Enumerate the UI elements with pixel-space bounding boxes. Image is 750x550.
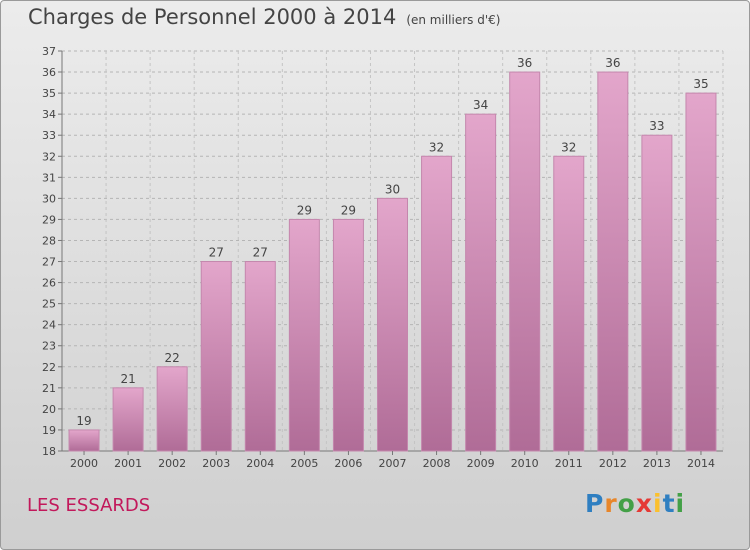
y-tick-label: 36 [42, 66, 56, 79]
chart-title: Charges de Personnel 2000 à 2014 (en mill… [28, 5, 500, 29]
x-tick-label: 2005 [290, 457, 318, 470]
data-label: 29 [297, 203, 312, 217]
title-text: Charges de Personnel 2000 à 2014 [28, 5, 397, 29]
bar [641, 134, 673, 452]
bar [112, 387, 144, 452]
y-tick-label: 37 [42, 45, 56, 58]
data-label: 30 [385, 182, 400, 196]
y-tick-label: 18 [42, 445, 56, 458]
y-tick-label: 26 [42, 277, 56, 290]
data-label: 19 [76, 414, 91, 428]
y-tick-label: 22 [42, 361, 56, 374]
y-tick-label: 32 [42, 150, 56, 163]
y-tick-label: 25 [42, 298, 56, 311]
data-label: 32 [429, 140, 444, 154]
y-tick-label: 31 [42, 171, 56, 184]
data-label: 21 [120, 372, 135, 386]
x-tick-label: 2000 [70, 457, 98, 470]
place-name: LES ESSARDS [27, 495, 151, 516]
data-label: 36 [517, 56, 532, 70]
y-tick-label: 20 [42, 403, 56, 416]
y-tick-label: 33 [42, 129, 56, 142]
x-tick-label: 2010 [511, 457, 539, 470]
data-label: 35 [693, 77, 708, 91]
proxiti-logo[interactable]: Proxiti [585, 489, 686, 518]
x-tick-label: 2009 [467, 457, 495, 470]
data-label: 33 [649, 119, 664, 133]
y-tick-label: 35 [42, 87, 56, 100]
x-tick-label: 2012 [599, 457, 627, 470]
x-tick-label: 2002 [158, 457, 186, 470]
x-tick-label: 2007 [379, 457, 407, 470]
bar [685, 92, 717, 452]
data-label: 27 [209, 246, 224, 260]
bar [509, 71, 541, 452]
bar [377, 197, 408, 452]
bar [597, 71, 629, 452]
y-tick-label: 21 [42, 382, 56, 395]
y-tick-label: 24 [42, 319, 56, 332]
x-tick-label: 2004 [246, 457, 274, 470]
y-tick-label: 34 [42, 108, 56, 121]
x-tick-label: 2003 [202, 457, 230, 470]
x-tick-label: 2014 [687, 457, 715, 470]
y-tick-label: 23 [42, 340, 56, 353]
bar [332, 218, 364, 452]
bar [288, 218, 320, 452]
data-label: 27 [253, 246, 268, 260]
bar [68, 429, 100, 452]
bar [553, 155, 585, 452]
y-tick-label: 28 [42, 234, 56, 247]
data-label: 32 [561, 140, 576, 154]
x-tick-label: 2001 [114, 457, 142, 470]
data-label: 22 [165, 351, 180, 365]
bar [465, 113, 497, 452]
x-tick-label: 2006 [334, 457, 362, 470]
chart-subtitle: (en milliers d'€) [406, 13, 501, 27]
x-tick-label: 2013 [643, 457, 671, 470]
bar [244, 261, 276, 452]
x-tick-label: 2011 [555, 457, 583, 470]
bar [421, 155, 453, 452]
x-tick-label: 2008 [423, 457, 451, 470]
y-tick-label: 19 [42, 424, 56, 437]
y-tick-label: 29 [42, 213, 56, 226]
data-label: 34 [473, 98, 488, 112]
data-label: 29 [341, 203, 356, 217]
data-label: 36 [605, 56, 620, 70]
bar [156, 366, 188, 452]
y-tick-label: 30 [42, 192, 56, 205]
bar [200, 261, 232, 452]
y-tick-label: 27 [42, 256, 56, 269]
